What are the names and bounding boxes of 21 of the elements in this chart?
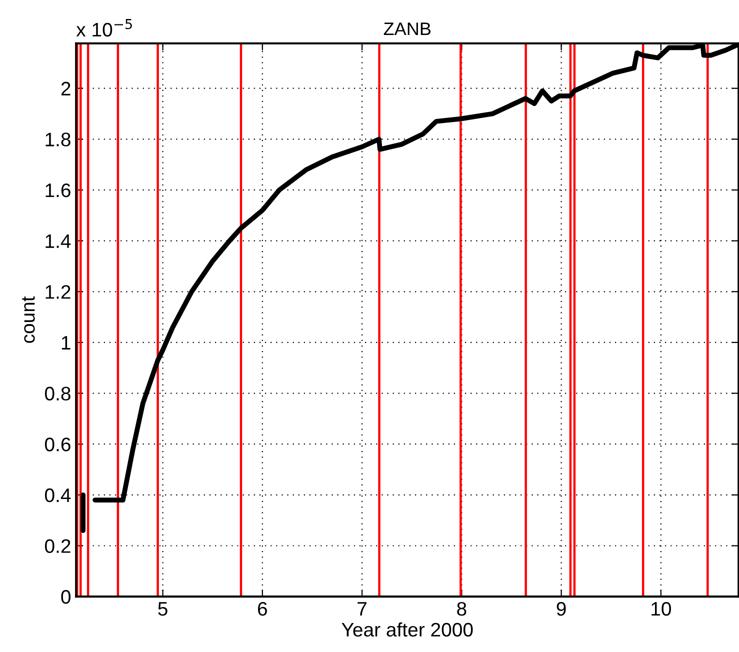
x-tick-label: 7: [358, 602, 366, 616]
x-tick-label: 6: [258, 602, 267, 616]
y-tick-label: 0.8: [44, 386, 70, 401]
x-axis-title: Year after 2000: [342, 622, 473, 637]
y-tick-label: 0.4: [44, 488, 71, 502]
y-tick-label: 1.4: [46, 234, 71, 248]
text: x 10$^{−5}$: [76, 19, 132, 37]
x-tick-label: 5: [158, 602, 168, 616]
y-tick-label: 0.2: [44, 539, 70, 553]
y-tick-label: 0: [61, 590, 70, 604]
x-tick-label: 8: [457, 602, 466, 616]
y-tick-label: 2: [61, 82, 70, 96]
chart-title: ZANB: [384, 22, 430, 36]
y-tick-label: 1.6: [46, 183, 70, 198]
x-tick-label: 9: [556, 602, 566, 616]
y-tick-label: 0.6: [44, 438, 70, 452]
y-tick-label: 1.8: [46, 132, 70, 146]
x-tick-label: 10: [652, 602, 671, 616]
y-axis-title: count: [22, 296, 35, 343]
y-tick-label: 1.2: [46, 285, 70, 299]
y-tick-label: 1: [62, 336, 70, 350]
